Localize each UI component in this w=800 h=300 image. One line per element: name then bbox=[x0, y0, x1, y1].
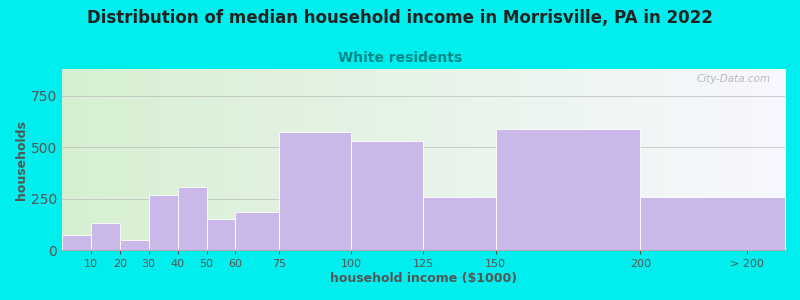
Bar bbox=[149, 195, 178, 250]
Text: White residents: White residents bbox=[338, 51, 462, 65]
Bar bbox=[235, 212, 279, 250]
Bar bbox=[640, 197, 785, 250]
Bar bbox=[496, 129, 640, 250]
Bar bbox=[206, 219, 235, 250]
Bar bbox=[178, 188, 206, 250]
Bar bbox=[423, 197, 496, 250]
Bar bbox=[120, 240, 149, 250]
Bar bbox=[91, 224, 120, 250]
Text: City-Data.com: City-Data.com bbox=[697, 74, 770, 84]
Bar bbox=[351, 141, 423, 250]
Y-axis label: households: households bbox=[15, 120, 28, 200]
X-axis label: household income ($1000): household income ($1000) bbox=[330, 272, 517, 285]
Text: Distribution of median household income in Morrisville, PA in 2022: Distribution of median household income … bbox=[87, 9, 713, 27]
Bar bbox=[62, 235, 91, 250]
Bar bbox=[279, 132, 351, 250]
